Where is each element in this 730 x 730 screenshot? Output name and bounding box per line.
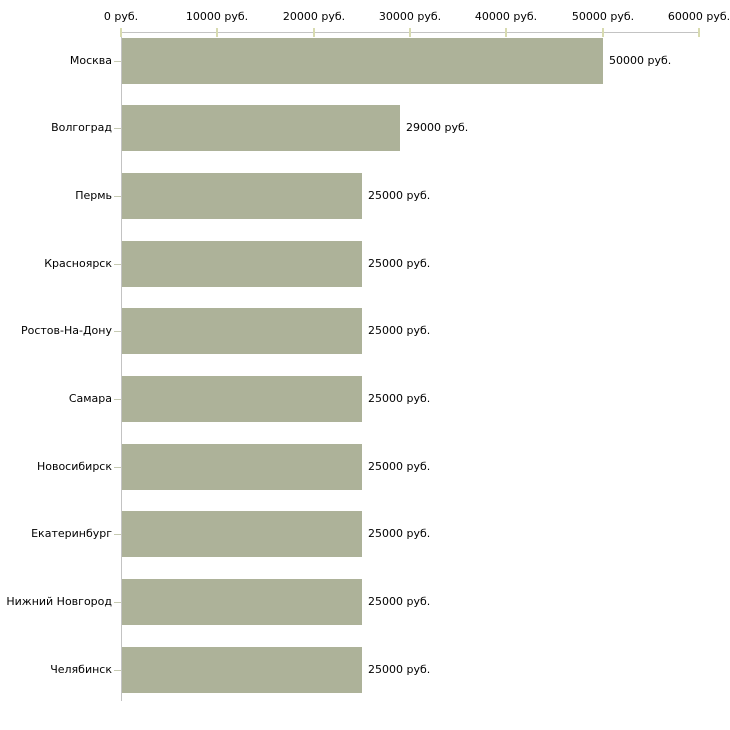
category-label: Челябинск [50, 663, 112, 676]
bar [122, 511, 362, 557]
value-label: 50000 руб. [609, 54, 672, 67]
y-axis-line [121, 32, 122, 701]
bar [122, 241, 362, 287]
category-tick [114, 602, 121, 603]
category-label: Красноярск [44, 257, 112, 270]
bar [122, 579, 362, 625]
value-label: 25000 руб. [368, 595, 431, 608]
value-label: 25000 руб. [368, 189, 431, 202]
value-label: 29000 руб. [406, 121, 469, 134]
bar [122, 647, 362, 693]
value-label: 25000 руб. [368, 257, 431, 270]
category-tick [114, 331, 121, 332]
category-label: Ростов-На-Дону [20, 324, 112, 337]
x-axis-tick [120, 28, 122, 37]
x-axis-tick [602, 28, 604, 37]
x-axis-tick [505, 28, 507, 37]
bar [122, 376, 362, 422]
category-label: Новосибирск [36, 460, 112, 473]
category-label: Самара [68, 392, 112, 405]
value-label: 25000 руб. [368, 392, 431, 405]
category-tick [114, 534, 121, 535]
category-tick [114, 399, 121, 400]
x-axis-tick-label: 40000 руб. [474, 10, 538, 23]
x-axis-tick-label: 60000 руб. [667, 10, 730, 23]
bar [122, 173, 362, 219]
category-label: Москва [69, 54, 112, 67]
x-axis-tick [216, 28, 218, 37]
value-label: 25000 руб. [368, 324, 431, 337]
bar [122, 444, 362, 490]
category-label: Екатеринбург [31, 527, 112, 540]
x-axis-tick [698, 28, 700, 37]
category-label: Пермь [75, 189, 112, 202]
x-axis-tick [313, 28, 315, 37]
bar [122, 308, 362, 354]
bar [122, 105, 400, 151]
category-tick [114, 264, 121, 265]
category-tick [114, 196, 121, 197]
x-axis-tick-label: 30000 руб. [378, 10, 442, 23]
x-axis-tick-label: 10000 руб. [185, 10, 249, 23]
value-label: 25000 руб. [368, 527, 431, 540]
category-tick [114, 467, 121, 468]
category-label: Нижний Новгород [6, 595, 112, 608]
bar [122, 38, 603, 84]
value-label: 25000 руб. [368, 460, 431, 473]
category-tick [114, 61, 121, 62]
category-tick [114, 670, 121, 671]
value-label: 25000 руб. [368, 663, 431, 676]
x-axis-tick-label: 20000 руб. [282, 10, 346, 23]
category-tick [114, 128, 121, 129]
x-axis-tick-label: 50000 руб. [571, 10, 635, 23]
x-axis-tick [409, 28, 411, 37]
category-label: Волгоград [51, 121, 112, 134]
x-axis-tick-label: 0 руб. [103, 10, 139, 23]
